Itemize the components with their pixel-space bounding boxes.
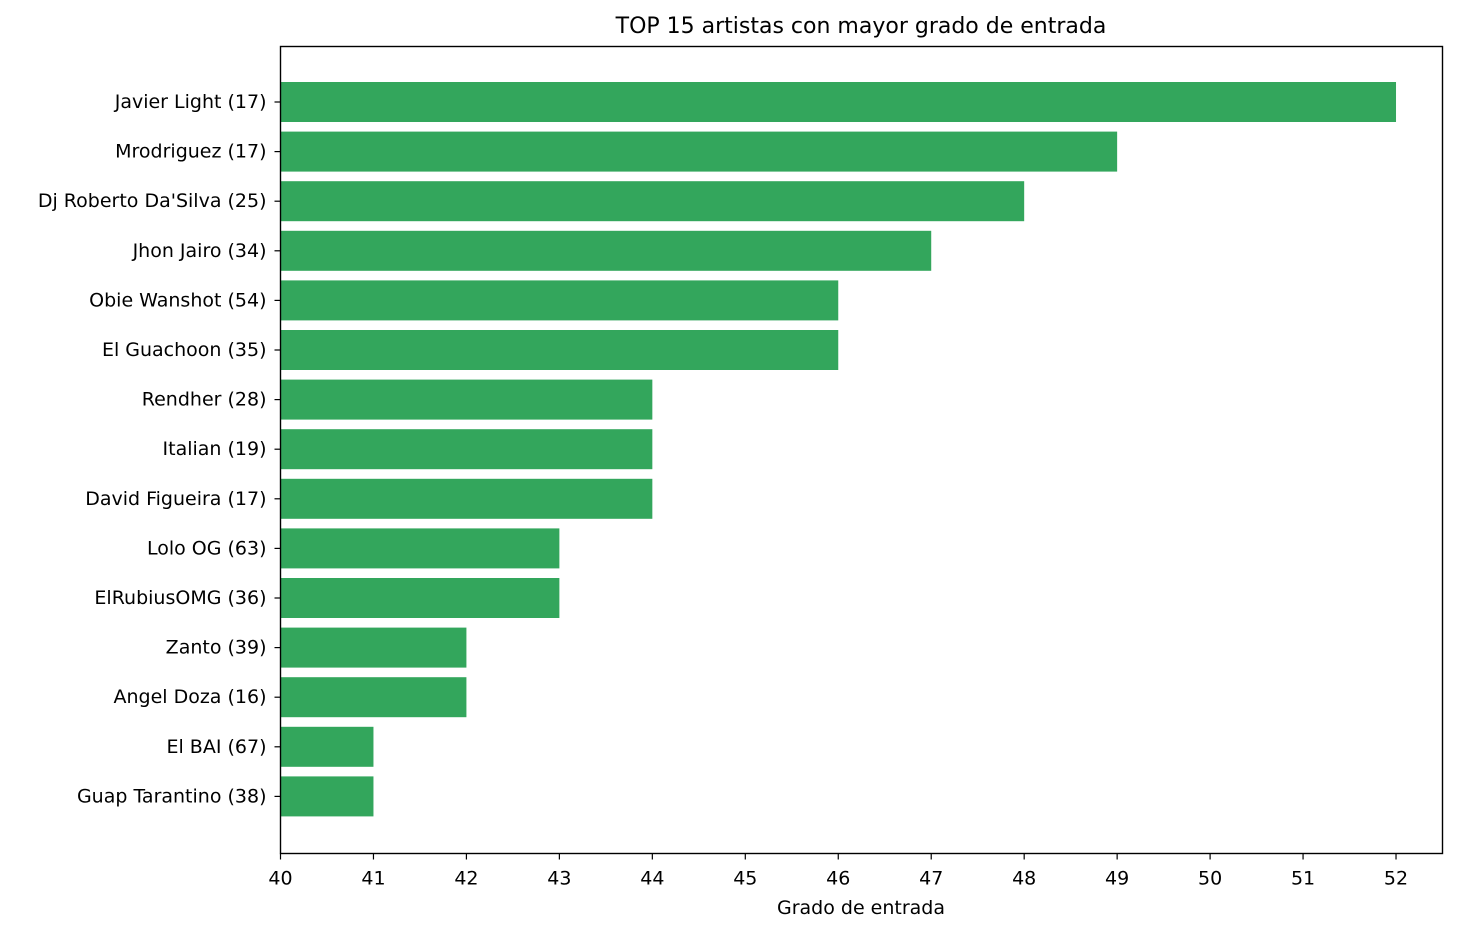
x-tick-label: 47 [919, 868, 943, 890]
bars-group [280, 82, 1397, 817]
y-tick-label: ElRubiusOMG (36) [94, 587, 266, 609]
x-tick-label: 50 [1198, 868, 1222, 890]
x-tick-label: 46 [826, 868, 850, 890]
y-tick-label: Lolo OG (63) [147, 537, 267, 559]
y-tick-label: Guap Tarantino (38) [77, 785, 267, 807]
bar [280, 726, 374, 767]
x-axis-ticks: 40 41 42 43 44 45 46 47 48 49 50 51 52 [268, 853, 1408, 890]
bar [280, 677, 467, 718]
bar [280, 181, 1025, 222]
bar [280, 776, 374, 817]
y-tick-label: Mrodriguez (17) [115, 141, 266, 163]
x-tick-label: 48 [1012, 868, 1036, 890]
y-tick-label: El BAI (67) [166, 736, 266, 758]
bar [280, 230, 932, 271]
y-tick-label: Italian (19) [163, 438, 267, 460]
x-axis-label: Grado de entrada [777, 897, 945, 919]
y-tick-label: Obie Wanshot (54) [89, 289, 266, 311]
x-tick-label: 40 [268, 868, 292, 890]
y-tick-labels: Javier Light (17) Mrodriguez (17) Dj Rober… [38, 91, 281, 807]
bar [280, 627, 467, 668]
bar [280, 280, 839, 321]
bar [280, 131, 1118, 172]
x-tick-label: 41 [361, 868, 385, 890]
bar [280, 528, 560, 569]
y-tick-label: Rendher (28) [142, 389, 267, 411]
x-tick-label: 51 [1291, 868, 1315, 890]
y-tick-label: Jhon Jairo (34) [132, 240, 267, 262]
y-tick-label: David Figueira (17) [85, 488, 266, 510]
x-tick-label: 43 [547, 868, 571, 890]
x-tick-label: 45 [733, 868, 757, 890]
x-tick-label: 52 [1384, 868, 1408, 890]
bar [280, 330, 839, 370]
plot-frame [279, 45, 1444, 855]
y-tick-label: Javier Light (17) [114, 91, 267, 113]
y-tick-label: Dj Roberto Da'Silva (25) [38, 190, 267, 212]
bar [280, 578, 560, 618]
y-tick-label: Angel Doza (16) [113, 686, 266, 708]
bar [280, 82, 1397, 122]
x-tick-label: 49 [1105, 868, 1129, 890]
bar [280, 379, 653, 420]
y-tick-label: El Guachoon (35) [102, 339, 267, 361]
x-tick-label: 44 [640, 868, 664, 890]
bar [280, 429, 653, 470]
bar [280, 478, 653, 519]
chart-title: TOP 15 artistas con mayor grado de entra… [615, 14, 1107, 39]
y-tick-label: Zanto (39) [166, 637, 267, 659]
x-tick-label: 42 [454, 868, 478, 890]
